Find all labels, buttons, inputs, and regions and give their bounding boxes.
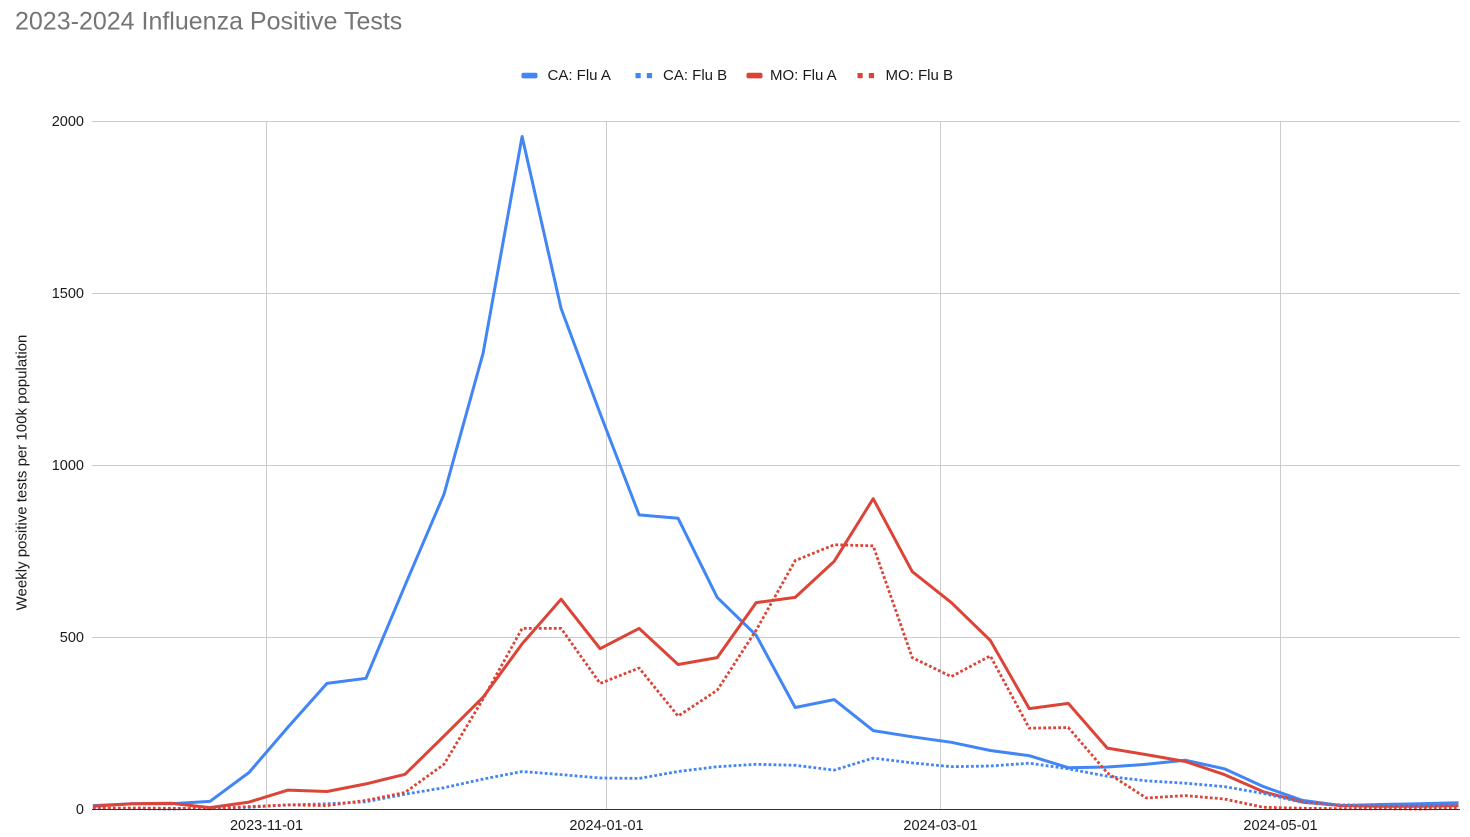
- svg-text:MO: Flu B: MO: Flu B: [886, 67, 954, 84]
- svg-text:MO: Flu A: MO: Flu A: [770, 67, 837, 84]
- svg-text:2024-01-01: 2024-01-01: [569, 818, 643, 834]
- svg-text:2024-05-01: 2024-05-01: [1243, 818, 1317, 834]
- svg-text:2023-2024 Influenza Positive T: 2023-2024 Influenza Positive Tests: [15, 8, 402, 36]
- svg-text:2000: 2000: [52, 114, 84, 130]
- svg-text:Weekly positive tests per 100k: Weekly positive tests per 100k populatio…: [14, 335, 31, 611]
- svg-text:2023-11-01: 2023-11-01: [230, 818, 303, 834]
- svg-text:1500: 1500: [52, 286, 84, 302]
- svg-text:CA: Flu A: CA: Flu A: [548, 67, 611, 84]
- svg-text:1000: 1000: [52, 458, 84, 474]
- svg-text:CA: Flu B: CA: Flu B: [663, 67, 727, 84]
- svg-text:0: 0: [76, 802, 84, 818]
- svg-text:2024-03-01: 2024-03-01: [903, 818, 977, 834]
- svg-text:500: 500: [60, 630, 84, 646]
